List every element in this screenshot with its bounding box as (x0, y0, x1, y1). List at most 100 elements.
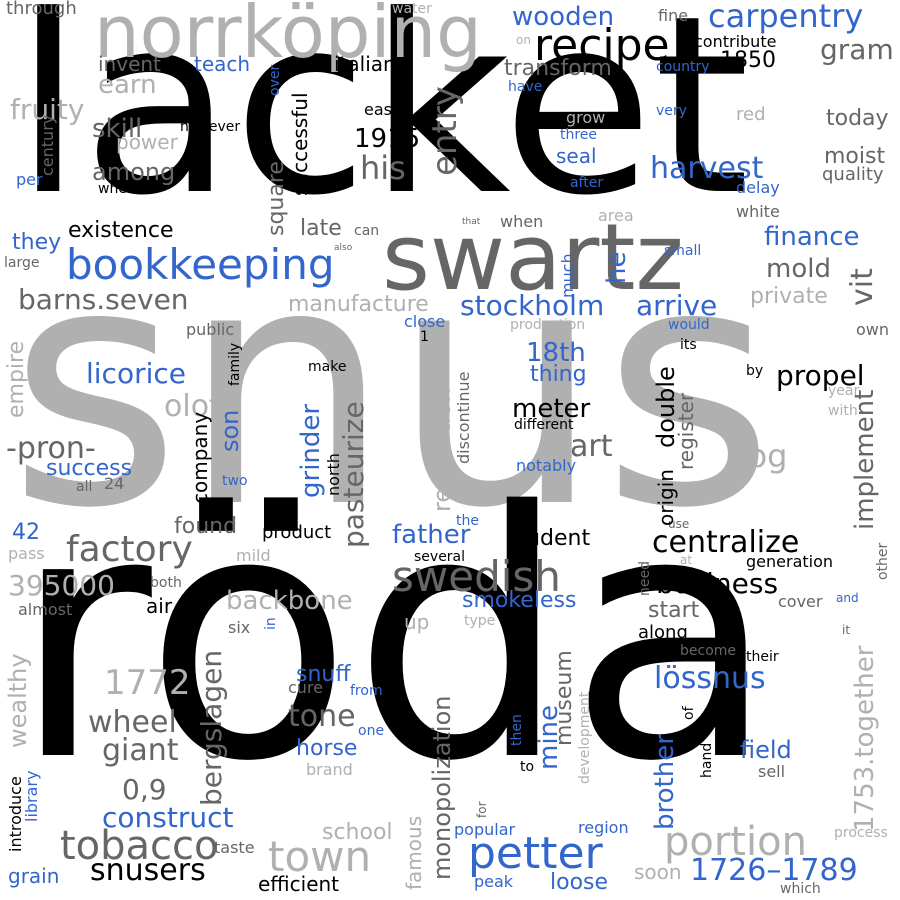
word-grain: grain (8, 864, 60, 888)
word-carpentry: carpentry (708, 0, 864, 35)
word-implement: implement (850, 389, 880, 530)
word-harvest: harvest (650, 151, 764, 186)
word-brand: brand (306, 760, 353, 779)
word-invent: invent (98, 52, 161, 76)
word-they: they (12, 230, 62, 255)
word-century: century (38, 114, 57, 176)
word-tone: tone (288, 699, 356, 734)
word-three: three (560, 127, 598, 143)
word-much: much (558, 253, 577, 298)
word-42: 42 (12, 520, 40, 545)
word-discontinue: discontinue (454, 371, 473, 464)
word-famous: famous (402, 815, 426, 890)
word-school: school (322, 820, 393, 845)
word-art: art (570, 429, 613, 464)
word-existence: existence (68, 218, 174, 243)
word-backbone: backbone (226, 586, 353, 616)
word-however: however (180, 119, 241, 135)
word-of: of (681, 706, 697, 721)
word-24: 24 (104, 474, 125, 493)
word-mild: mild (236, 546, 271, 565)
word-six: six (228, 618, 251, 637)
word-moist: moist (824, 144, 886, 169)
word-norrkoping: norrköping (94, 0, 482, 74)
word-over: over (267, 64, 283, 96)
word-red: red (736, 104, 766, 125)
word-tobacco: tobacco (60, 823, 219, 869)
word-region: region (578, 818, 629, 837)
word-brother: brother (650, 734, 680, 830)
word-sell: sell (758, 762, 786, 781)
word-easy: easy (364, 100, 402, 119)
word-arrive: arrive (636, 289, 718, 322)
word-when: when (500, 212, 544, 231)
word-their: their (746, 649, 779, 665)
word-empire: empire (4, 340, 29, 418)
word-factory: factory (66, 529, 193, 570)
word-bookkeeping: bookkeeping (66, 240, 335, 289)
word-would: would (668, 317, 710, 333)
word-which: which (780, 881, 821, 897)
word-giant: giant (102, 733, 179, 768)
word-almost: almost (18, 600, 73, 619)
word-the: the (456, 513, 479, 529)
word-area: area (598, 206, 634, 225)
word-notably: notably (516, 456, 577, 475)
word-several: several (414, 549, 466, 565)
word-seal: seal (556, 144, 597, 168)
word-wheel: wheel (88, 705, 177, 740)
word-public: public (186, 320, 235, 339)
word-then: then (509, 714, 525, 746)
word-1850: 1850 (720, 48, 776, 73)
word-old: old (232, 568, 257, 587)
word-18th: 18th (526, 338, 586, 368)
word-swartz: swartz (382, 204, 684, 311)
word-barns-seven: barns.seven (18, 283, 189, 316)
word-field: field (740, 736, 792, 764)
word-late: late (300, 216, 342, 241)
word-for: for (475, 801, 489, 819)
word-his: his (360, 149, 406, 187)
word-its: its (680, 337, 697, 353)
word-grow: grow (566, 108, 606, 127)
word-recipe: recipe (534, 20, 670, 71)
word-transform: transform (504, 56, 612, 81)
word-1: 1 (420, 329, 429, 345)
word-quality: quality (822, 164, 884, 185)
word-other: other (875, 542, 891, 580)
word-teach: teach (194, 52, 251, 76)
word-1772: 1772 (104, 663, 191, 703)
word-efficient: efficient (258, 872, 340, 896)
word-to: to (520, 759, 535, 775)
word-up: up (404, 610, 430, 634)
word-father: father (392, 520, 471, 550)
word-become: become (680, 643, 737, 659)
word-loose: loose (550, 870, 609, 895)
word-peak: peak (474, 872, 514, 891)
word-pron: -pron- (6, 431, 96, 466)
word-different: different (514, 417, 574, 433)
word-soon: soon (634, 860, 682, 884)
word-pasteurize: pasteurize (337, 401, 370, 548)
word-today: today (826, 106, 889, 131)
word-two: two (222, 473, 248, 489)
word-portion: portion (664, 819, 807, 865)
word-he: he (602, 251, 632, 284)
word-meter: meter (512, 394, 591, 424)
word-cover: cover (778, 592, 823, 611)
word-fine: fine (658, 6, 689, 25)
word-register: register (674, 392, 698, 470)
word-fruity: fruity (10, 93, 85, 126)
word-years: 1726–1789 (690, 853, 858, 888)
word-wooden: wooden (512, 2, 615, 32)
word-all: all (76, 479, 93, 495)
word-smokeless: smokeless (462, 588, 577, 613)
word-snusers: snusers (90, 853, 206, 888)
word-successful: successful (288, 92, 312, 196)
word-museum: museum (552, 650, 577, 746)
word-library: library (22, 770, 41, 822)
word-stockholm: stockholm (460, 289, 605, 322)
word-found: found (174, 514, 238, 539)
word-roda: röda (12, 440, 777, 836)
word-construct: construct (102, 801, 234, 834)
